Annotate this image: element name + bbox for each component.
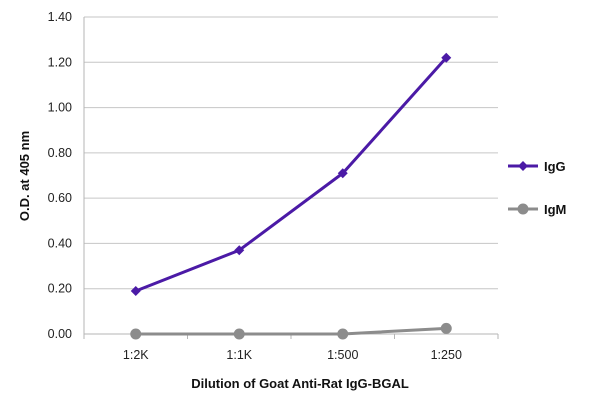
x-tick-label: 1:2K [123, 348, 149, 362]
y-tick-label: 1.00 [48, 101, 72, 115]
x-axis-title: Dilution of Goat Anti-Rat IgG-BGAL [191, 376, 409, 391]
y-tick-label: 0.40 [48, 236, 72, 250]
x-tick-labels: 1:2K 1:1K 1:500 1:250 [123, 348, 462, 362]
legend-marker [517, 203, 529, 215]
legend-label: IgG [544, 159, 566, 174]
y-tick-label: 1.40 [48, 10, 72, 24]
data-point-igg [337, 168, 348, 179]
y-tick-label: 0.80 [48, 146, 72, 160]
legend-item-igg: IgG [508, 159, 566, 174]
legend-label: IgM [544, 202, 566, 217]
series-group [130, 52, 452, 340]
series-line-igm [135, 326, 447, 336]
y-tick-labels: 0.00 0.20 0.40 0.60 0.80 1.00 1.20 1.40 [48, 10, 72, 341]
x-tick-label: 1:500 [327, 348, 358, 362]
data-point-igm [440, 322, 452, 334]
legend-marker [518, 161, 528, 171]
data-point-igm [233, 328, 245, 340]
data-point-igm [337, 328, 349, 340]
x-tick-label: 1:250 [431, 348, 462, 362]
data-point-igg [441, 52, 452, 63]
data-point-igg [130, 285, 141, 296]
legend: IgG IgM [508, 159, 566, 217]
y-tick-label: 0.20 [48, 282, 72, 296]
series-line-igg [135, 56, 448, 293]
y-axis-title: O.D. at 405 nm [17, 131, 32, 221]
y-tick-label: 0.00 [48, 327, 72, 341]
gridlines [84, 16, 498, 290]
data-point-igg [234, 245, 245, 256]
axes [83, 17, 499, 339]
legend-item-igm: IgM [508, 202, 566, 217]
y-tick-label: 0.60 [48, 191, 72, 205]
y-tick-label: 1.20 [48, 55, 72, 69]
data-point-igm [130, 328, 142, 340]
x-tick-label: 1:1K [226, 348, 252, 362]
